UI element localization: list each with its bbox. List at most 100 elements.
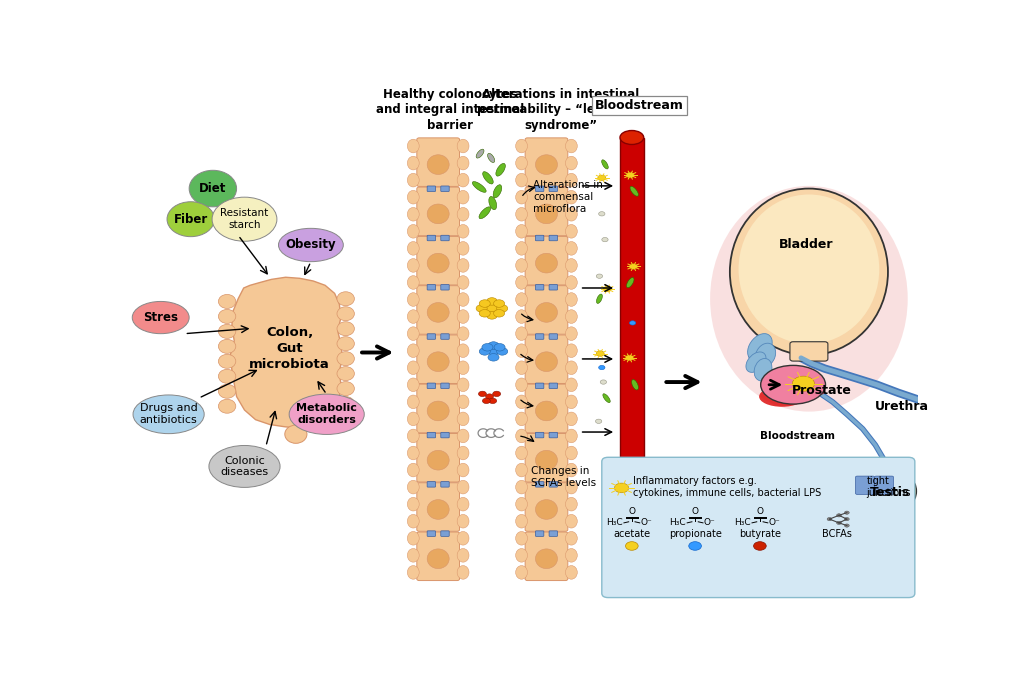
Text: Colonic
diseases: Colonic diseases	[220, 456, 268, 477]
Text: Diet: Diet	[199, 182, 226, 195]
Ellipse shape	[565, 327, 577, 341]
Circle shape	[629, 321, 635, 325]
Polygon shape	[230, 277, 342, 428]
Ellipse shape	[278, 228, 343, 262]
Ellipse shape	[427, 253, 448, 273]
Ellipse shape	[407, 429, 419, 443]
Ellipse shape	[457, 412, 469, 426]
Ellipse shape	[565, 310, 577, 323]
FancyBboxPatch shape	[548, 186, 557, 191]
Ellipse shape	[565, 429, 577, 443]
Ellipse shape	[535, 500, 557, 519]
FancyBboxPatch shape	[535, 531, 543, 536]
Circle shape	[753, 542, 765, 550]
Circle shape	[476, 304, 487, 312]
Text: O: O	[691, 507, 698, 517]
Ellipse shape	[218, 355, 235, 369]
Ellipse shape	[218, 369, 235, 383]
Polygon shape	[748, 336, 771, 366]
Ellipse shape	[535, 401, 557, 421]
Ellipse shape	[516, 378, 527, 392]
Ellipse shape	[516, 565, 527, 579]
Circle shape	[596, 274, 602, 279]
Circle shape	[603, 286, 610, 292]
Circle shape	[625, 355, 633, 361]
Circle shape	[628, 463, 635, 468]
Ellipse shape	[535, 155, 557, 174]
Circle shape	[478, 391, 486, 396]
Ellipse shape	[565, 156, 577, 170]
Ellipse shape	[516, 327, 527, 341]
Circle shape	[598, 365, 604, 370]
FancyBboxPatch shape	[548, 531, 557, 536]
Text: Bloodstream: Bloodstream	[759, 431, 835, 441]
Circle shape	[488, 398, 496, 403]
Ellipse shape	[427, 401, 448, 421]
Ellipse shape	[516, 361, 527, 375]
Ellipse shape	[457, 361, 469, 375]
FancyBboxPatch shape	[548, 383, 557, 389]
Ellipse shape	[457, 429, 469, 443]
Text: Changes in
SCFAs levels: Changes in SCFAs levels	[530, 466, 595, 488]
Ellipse shape	[457, 549, 469, 562]
Circle shape	[598, 211, 604, 216]
Ellipse shape	[457, 156, 469, 170]
Ellipse shape	[516, 258, 527, 272]
FancyBboxPatch shape	[535, 285, 543, 290]
Ellipse shape	[565, 498, 577, 511]
Ellipse shape	[565, 344, 577, 357]
Ellipse shape	[407, 292, 419, 306]
FancyBboxPatch shape	[535, 186, 543, 191]
Ellipse shape	[565, 549, 577, 562]
Ellipse shape	[336, 366, 354, 380]
Circle shape	[613, 483, 628, 493]
Circle shape	[493, 299, 504, 307]
Ellipse shape	[336, 292, 354, 306]
Text: Drugs and
antibiotics: Drugs and antibiotics	[140, 403, 198, 425]
Ellipse shape	[516, 514, 527, 528]
Ellipse shape	[565, 565, 577, 579]
Ellipse shape	[218, 339, 235, 353]
Circle shape	[487, 342, 498, 349]
Text: Fiber: Fiber	[173, 213, 208, 225]
Ellipse shape	[620, 131, 643, 144]
Ellipse shape	[457, 310, 469, 323]
Ellipse shape	[407, 480, 419, 494]
Ellipse shape	[336, 396, 354, 410]
Ellipse shape	[457, 446, 469, 460]
Ellipse shape	[407, 139, 419, 153]
Text: O⁻: O⁻	[767, 519, 780, 528]
Ellipse shape	[407, 191, 419, 204]
Ellipse shape	[457, 225, 469, 238]
Ellipse shape	[212, 197, 276, 242]
Ellipse shape	[218, 295, 235, 309]
Circle shape	[493, 343, 504, 351]
Ellipse shape	[472, 181, 486, 193]
Text: Obesity: Obesity	[285, 239, 336, 251]
Ellipse shape	[516, 139, 527, 153]
Ellipse shape	[565, 446, 577, 460]
Ellipse shape	[601, 160, 607, 169]
Ellipse shape	[745, 352, 765, 372]
Ellipse shape	[407, 395, 419, 408]
Circle shape	[595, 419, 601, 424]
Ellipse shape	[457, 344, 469, 357]
Ellipse shape	[457, 531, 469, 545]
Ellipse shape	[407, 276, 419, 289]
Text: H₃C: H₃C	[605, 519, 623, 528]
Ellipse shape	[516, 463, 527, 477]
Ellipse shape	[482, 172, 493, 184]
Circle shape	[496, 304, 507, 312]
FancyBboxPatch shape	[548, 482, 557, 487]
Ellipse shape	[427, 500, 448, 519]
Ellipse shape	[565, 258, 577, 272]
Ellipse shape	[457, 242, 469, 255]
Text: Prostate: Prostate	[791, 384, 851, 396]
Ellipse shape	[336, 306, 354, 320]
FancyBboxPatch shape	[525, 433, 568, 482]
FancyBboxPatch shape	[525, 532, 568, 581]
Ellipse shape	[407, 463, 419, 477]
Ellipse shape	[457, 463, 469, 477]
Text: butyrate: butyrate	[738, 529, 781, 539]
Circle shape	[596, 351, 603, 356]
